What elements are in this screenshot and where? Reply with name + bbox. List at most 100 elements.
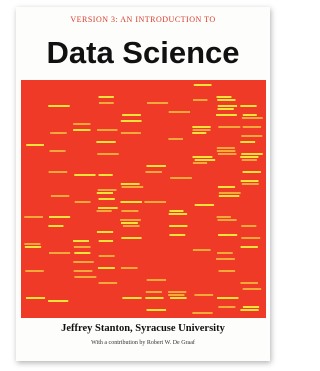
dash	[217, 96, 232, 98]
dash	[123, 225, 140, 227]
dash	[218, 234, 237, 236]
dash	[146, 165, 165, 167]
dash	[241, 246, 258, 248]
dash	[145, 171, 161, 173]
dash	[98, 267, 115, 269]
dash	[24, 216, 43, 218]
dash	[121, 132, 141, 134]
dash	[169, 111, 190, 113]
dash	[241, 225, 256, 227]
dash	[193, 249, 211, 251]
dash	[170, 177, 192, 179]
dash	[192, 312, 212, 314]
dash	[240, 309, 258, 311]
dash	[147, 309, 167, 311]
dash	[243, 171, 261, 173]
dash	[147, 279, 166, 281]
contribution: With a contribution by Robert W. De Graa…	[91, 339, 195, 346]
dash	[24, 243, 40, 245]
dash	[240, 156, 258, 158]
dash	[240, 282, 258, 284]
page: VERSION 3: AN INTRODUCTION TO Data Scien…	[0, 0, 285, 371]
dash	[74, 270, 93, 272]
dash	[121, 120, 142, 122]
dash	[242, 159, 257, 161]
dash	[97, 231, 113, 233]
dash	[144, 201, 166, 203]
dash	[241, 135, 262, 137]
dash	[74, 174, 95, 176]
dash	[193, 156, 213, 158]
dash	[217, 297, 238, 299]
dash	[240, 105, 256, 107]
dash	[74, 246, 91, 248]
dash	[121, 237, 141, 239]
dash	[147, 102, 168, 104]
dash	[168, 291, 186, 293]
dash	[243, 114, 257, 116]
dash	[96, 141, 115, 143]
dash	[217, 150, 236, 152]
dash	[74, 276, 96, 278]
dash	[73, 261, 93, 263]
dash	[169, 213, 187, 215]
dash	[168, 294, 184, 296]
dash	[121, 210, 138, 212]
dash	[217, 252, 233, 254]
dash	[99, 240, 113, 242]
dash	[99, 198, 115, 200]
dash	[99, 282, 118, 284]
dash	[49, 252, 70, 254]
dash	[49, 171, 68, 173]
dash	[217, 216, 231, 218]
dash	[169, 225, 187, 227]
dash	[219, 270, 236, 272]
dash	[120, 219, 141, 221]
dash	[218, 186, 235, 188]
dash	[243, 288, 261, 290]
dash	[48, 300, 68, 302]
dash	[145, 297, 163, 299]
dash	[99, 174, 113, 176]
dash	[193, 99, 207, 101]
dash	[218, 306, 235, 308]
dash	[73, 129, 90, 131]
dash	[168, 138, 183, 140]
dash	[242, 183, 259, 185]
dash	[120, 201, 142, 203]
book-cover: VERSION 3: AN INTRODUCTION TO Data Scien…	[0, 0, 285, 371]
subtitle: VERSION 3: AN INTRODUCTION TO	[70, 15, 215, 24]
dash	[73, 123, 90, 125]
dash	[219, 192, 241, 194]
dash	[218, 108, 234, 110]
dash	[242, 117, 263, 119]
dash	[195, 159, 215, 161]
dash	[241, 180, 259, 182]
dash	[241, 153, 262, 155]
dash	[194, 84, 212, 86]
dash	[49, 216, 70, 218]
dash	[243, 306, 259, 308]
dash	[97, 129, 117, 131]
dash	[216, 258, 235, 260]
dash	[218, 105, 237, 107]
dash	[169, 210, 183, 212]
dash	[99, 96, 114, 98]
dash	[122, 297, 141, 299]
dash	[25, 270, 43, 272]
dash	[122, 114, 141, 116]
dash	[97, 153, 118, 155]
dash	[25, 246, 41, 248]
dash	[121, 267, 138, 269]
dash	[98, 189, 117, 191]
dash	[169, 234, 185, 236]
dash	[218, 126, 240, 128]
dash	[97, 192, 113, 194]
dash	[240, 141, 255, 143]
dash	[192, 132, 206, 134]
dash	[217, 147, 235, 149]
dash	[121, 222, 138, 224]
dash	[219, 195, 239, 197]
dash	[48, 105, 69, 107]
dash	[75, 201, 91, 203]
